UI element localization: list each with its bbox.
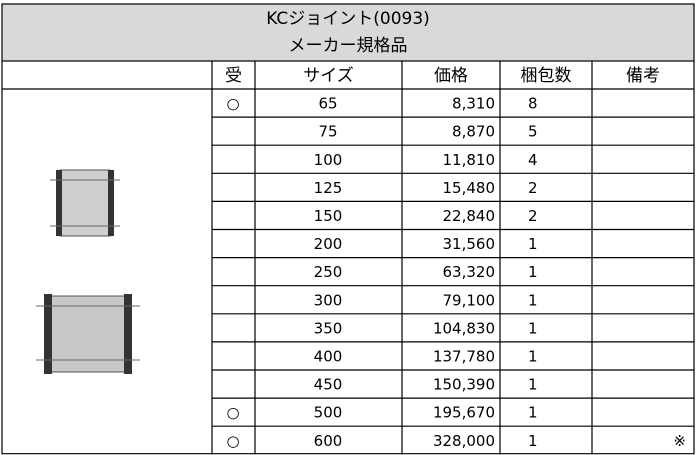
cell-price: 11,810 — [443, 151, 496, 169]
cell-packs: 1 — [528, 319, 538, 337]
cell-packs: 1 — [528, 404, 538, 422]
product-image — [50, 169, 120, 237]
cell-size: 100 — [314, 151, 343, 169]
cell-size: 450 — [314, 376, 343, 394]
cell-price: 137,780 — [433, 347, 495, 365]
cell-size: 500 — [314, 404, 343, 422]
cell-packs: 1 — [528, 291, 538, 309]
cell-size: 350 — [314, 319, 343, 337]
column-header: 梱包数 — [521, 66, 572, 86]
column-header: 備考 — [626, 66, 660, 86]
cell-size: 300 — [314, 291, 343, 309]
cell-size: 250 — [314, 263, 343, 281]
cell-packs: 1 — [528, 347, 538, 365]
cell-packs: 2 — [528, 207, 538, 225]
cell-size: 400 — [314, 347, 343, 365]
cell-packs: 1 — [528, 432, 538, 450]
cell-price: 8,870 — [452, 123, 495, 141]
cell-size: 600 — [314, 432, 343, 450]
cell-price: 31,560 — [443, 235, 496, 253]
cell-price: 79,100 — [443, 291, 496, 309]
column-header: 受 — [225, 66, 242, 86]
cell-price: 8,310 — [452, 95, 495, 113]
cell-packs: 8 — [528, 95, 538, 113]
column-header: 価格 — [434, 66, 468, 86]
cell-uke: ○ — [226, 404, 239, 422]
column-header: サイズ — [303, 66, 354, 86]
cell-price: 195,670 — [433, 404, 495, 422]
cell-uke: ○ — [226, 95, 239, 113]
cell-packs: 1 — [528, 263, 538, 281]
cell-uke: ○ — [226, 432, 239, 450]
cell-price: 150,390 — [433, 376, 495, 394]
cell-note: ※ — [673, 432, 686, 450]
cell-size: 125 — [314, 179, 343, 197]
cell-size: 75 — [318, 123, 337, 141]
product-image — [36, 294, 140, 374]
cell-price: 328,000 — [433, 432, 495, 450]
cell-packs: 4 — [528, 151, 538, 169]
cell-size: 200 — [314, 235, 343, 253]
cell-packs: 2 — [528, 179, 538, 197]
cell-price: 63,320 — [443, 263, 496, 281]
cell-price: 104,830 — [433, 319, 495, 337]
cell-size: 150 — [314, 207, 343, 225]
cell-packs: 5 — [528, 123, 538, 141]
cell-packs: 1 — [528, 376, 538, 394]
subtitle: メーカー規格品 — [289, 36, 408, 56]
header-box — [1, 3, 695, 62]
cell-size: 65 — [318, 95, 337, 113]
cell-packs: 1 — [528, 235, 538, 253]
title: KCジョイント(0093) — [266, 9, 430, 29]
cell-price: 22,840 — [443, 207, 496, 225]
cell-price: 15,480 — [443, 179, 496, 197]
